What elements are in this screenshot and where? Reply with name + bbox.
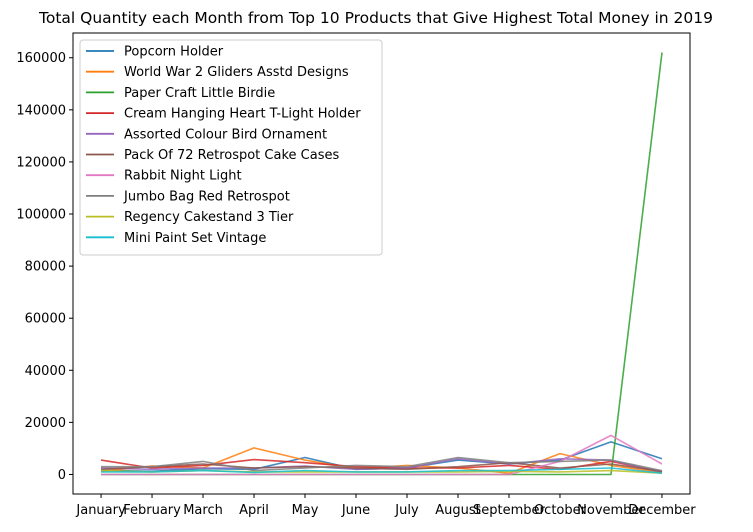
- y-tick-label: 80000: [25, 260, 66, 275]
- legend-label: Mini Paint Set Vintage: [124, 231, 266, 246]
- y-tick-label: 0: [58, 468, 66, 483]
- x-tick-label: May: [292, 503, 319, 518]
- x-tick-label: September: [473, 503, 546, 518]
- x-tick-label: November: [577, 503, 645, 518]
- legend-label: Jumbo Bag Red Retrospot: [123, 189, 290, 204]
- series-layer: [100, 52, 663, 476]
- legend-label: Rabbit Night Light: [124, 169, 242, 184]
- series-line: [101, 434, 663, 476]
- x-tick-label: August: [435, 503, 481, 518]
- y-tick-label: 100000: [16, 208, 66, 223]
- legend: Popcorn Holder World War 2 Gliders Asstd …: [79, 39, 383, 256]
- legend-label: Popcorn Holder: [124, 45, 224, 60]
- plot-area: [72, 32, 691, 495]
- y-tick-label: 40000: [25, 364, 66, 379]
- legend-label: World War 2 Gliders Asstd Designs: [124, 65, 349, 80]
- x-tick-label: October: [534, 503, 587, 518]
- legend-label: Cream Hanging Heart T-Light Holder: [124, 107, 361, 122]
- legend-label: Assorted Colour Bird Ornament: [124, 127, 327, 142]
- x-tick-label: July: [394, 503, 419, 518]
- x-tick-label: April: [239, 503, 269, 518]
- series-line: [101, 467, 663, 474]
- x-tick-label: June: [341, 503, 370, 518]
- y-tick-label: 60000: [25, 312, 66, 327]
- x-tick-label: February: [123, 503, 181, 518]
- legend-box: [79, 39, 383, 256]
- y-tick-label: 20000: [25, 416, 66, 431]
- plot-frame: [72, 32, 691, 495]
- x-tick-label: December: [628, 503, 696, 518]
- legend-label: Pack Of 72 Retrospot Cake Cases: [124, 148, 339, 163]
- legend-label: Regency Cakestand 3 Tier: [124, 210, 294, 225]
- y-tick-label: 160000: [16, 51, 66, 66]
- series-line: [101, 456, 663, 472]
- series-line: [100, 461, 663, 473]
- y-tick-label: 120000: [16, 155, 66, 170]
- y-axis: 0 20000 40000 60000 80000 100000 120000 140000 1…: [16, 51, 73, 483]
- y-tick-label: 140000: [16, 103, 66, 118]
- legend-label: Paper Craft Little Birdie: [124, 86, 275, 101]
- chart-title: Total Quantity each Month from Top 10 Pr…: [38, 9, 713, 27]
- x-tick-label: March: [183, 503, 223, 518]
- x-tick-label: January: [75, 503, 126, 518]
